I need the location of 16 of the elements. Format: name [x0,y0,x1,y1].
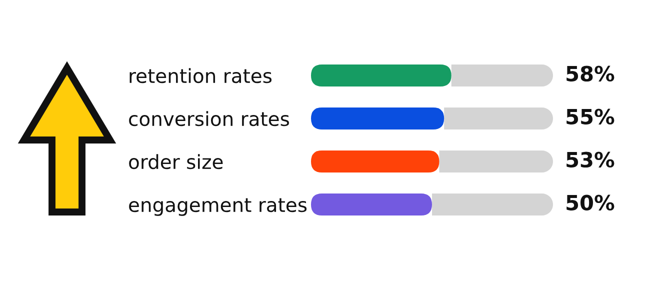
data-label: 58% [566,66,614,82]
y-tick-label: retention rates [130,68,272,84]
data-label: 53% [566,152,614,168]
bar [311,150,440,172]
bar [432,194,553,216]
y-tick-label: engagement rates [129,198,307,216]
bar [311,108,444,130]
bar [451,64,553,86]
data-label: 50% [566,194,614,211]
bar [439,150,553,172]
bar [311,194,432,216]
y-tick-label: order size [129,154,223,170]
data-label: 55% [566,108,614,125]
bar [444,108,553,130]
y-tick-label: conversion rates [129,111,289,126]
bar [311,64,452,86]
